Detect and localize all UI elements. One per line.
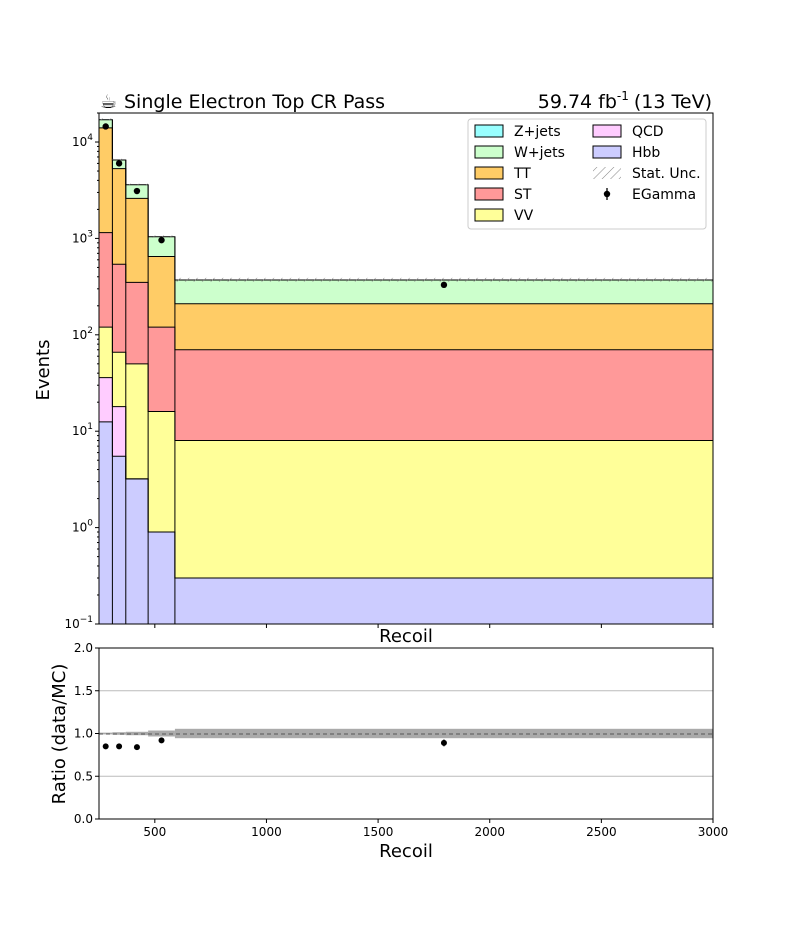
- ratio-x-tick-label: 3000: [698, 825, 729, 839]
- y-tick-label: 102: [72, 326, 93, 342]
- ratio-x-tick-label: 500: [143, 825, 166, 839]
- data-point: [158, 236, 165, 244]
- data-points-layer: [102, 123, 448, 289]
- stat-unc-bin: [125, 183, 149, 186]
- main-plot-frame: [98, 112, 714, 625]
- lumi-value: 59.74 fb: [538, 91, 617, 113]
- data-point: [133, 187, 141, 195]
- ratio-point: [440, 739, 447, 746]
- ratio-point: [133, 744, 140, 751]
- legend-label-st: ST: [514, 187, 532, 203]
- stat-unc-bin: [112, 158, 126, 161]
- legend-swatch-z-jets: [474, 124, 504, 138]
- ratio-band-bin: [148, 730, 175, 737]
- main-y-axis: 10−1 100 101 102 103 104: [64, 112, 99, 631]
- legend-label-tt: TT: [513, 166, 531, 182]
- ratio-point: [102, 743, 109, 750]
- legend-swatch-tt: [474, 166, 504, 180]
- legend-swatch-w-jets: [474, 145, 504, 159]
- main-stack-layer: [99, 119, 714, 625]
- ratio-points-layer: [102, 737, 447, 751]
- legend-swatch-vv: [474, 208, 504, 222]
- legend-label-vv: VV: [514, 208, 534, 224]
- ratio-x-tick-label: 1500: [363, 825, 394, 839]
- y-tick-label: 104: [72, 133, 93, 149]
- main-y-axis-label: Events: [33, 340, 54, 401]
- lumi-label: 59.74 fb-1 (13 TeV): [538, 89, 712, 113]
- ratio-x-tick-label: 2000: [474, 825, 505, 839]
- ratio-band-bin: [112, 732, 126, 735]
- ratio-y-axis-label: Ratio (data/MC): [49, 664, 70, 805]
- y-tick-label: 103: [72, 229, 93, 245]
- stat-unc-bin: [148, 235, 175, 238]
- legend-label-qcd: QCD: [632, 124, 664, 140]
- energy-label: (13 TeV): [634, 91, 712, 113]
- ratio-y-tick-label: 0.0: [74, 812, 93, 826]
- legend-label-egamma: EGamma: [632, 187, 696, 203]
- ratio-y-axis: 0.0 0.5 1.0 1.5 2.0: [74, 641, 99, 826]
- legend-swatch-st: [474, 187, 504, 201]
- legend: Z+jets QCD W+jets Hbb TT Stat. Unc. ST EGamma VV: [467, 118, 707, 230]
- ratio-band-bin: [99, 732, 113, 735]
- legend-marker-egamma: [603, 190, 611, 198]
- ratio-y-tick-label: 1.5: [74, 684, 93, 698]
- stat-unc-bin: [174, 277, 713, 282]
- stack-fill-vv: [99, 327, 713, 624]
- chart-title: Single Electron Top CR Pass: [124, 91, 385, 113]
- data-point: [440, 281, 448, 289]
- ratio-x-tick-label: 1000: [251, 825, 282, 839]
- main-x-ticks: [154, 624, 714, 628]
- legend-swatch-hbb: [592, 145, 622, 159]
- legend-label-z-jets: Z+jets: [514, 124, 561, 140]
- y-tick-label: 10−1: [64, 615, 93, 631]
- legend-swatch-stat-unc: [593, 167, 621, 179]
- stack-fill-hbb: [99, 421, 713, 624]
- ratio-x-axis: 500 1000 1500 2000 2500 3000: [143, 819, 728, 839]
- data-point: [115, 160, 123, 167]
- legend-swatch-qcd: [592, 124, 622, 138]
- stat-unc-bin: [99, 118, 113, 121]
- ratio-y-tick-label: 0.5: [74, 769, 93, 783]
- legend-label-w-jets: W+jets: [514, 145, 565, 161]
- ratio-x-tick-label: 2500: [586, 825, 617, 839]
- main-x-axis-label: Recoil: [379, 626, 433, 647]
- ratio-y-tick-label: 1.0: [74, 727, 93, 741]
- ratio-y-tick-label: 2.0: [74, 641, 93, 655]
- ratio-point: [116, 743, 123, 750]
- lumi-exponent: -1: [617, 89, 629, 103]
- y-tick-label: 101: [72, 422, 93, 438]
- data-point: [102, 123, 109, 130]
- y-tick-label: 100: [72, 519, 93, 535]
- ratio-x-axis-label: Recoil: [379, 841, 433, 862]
- legend-box: [467, 118, 707, 230]
- legend-label-hbb: Hbb: [632, 145, 660, 161]
- ratio-point: [158, 737, 165, 744]
- stat-unc-layer: [99, 118, 713, 282]
- legend-label-stat-unc: Stat. Unc.: [632, 166, 701, 182]
- title-icon: ☕: [100, 91, 117, 113]
